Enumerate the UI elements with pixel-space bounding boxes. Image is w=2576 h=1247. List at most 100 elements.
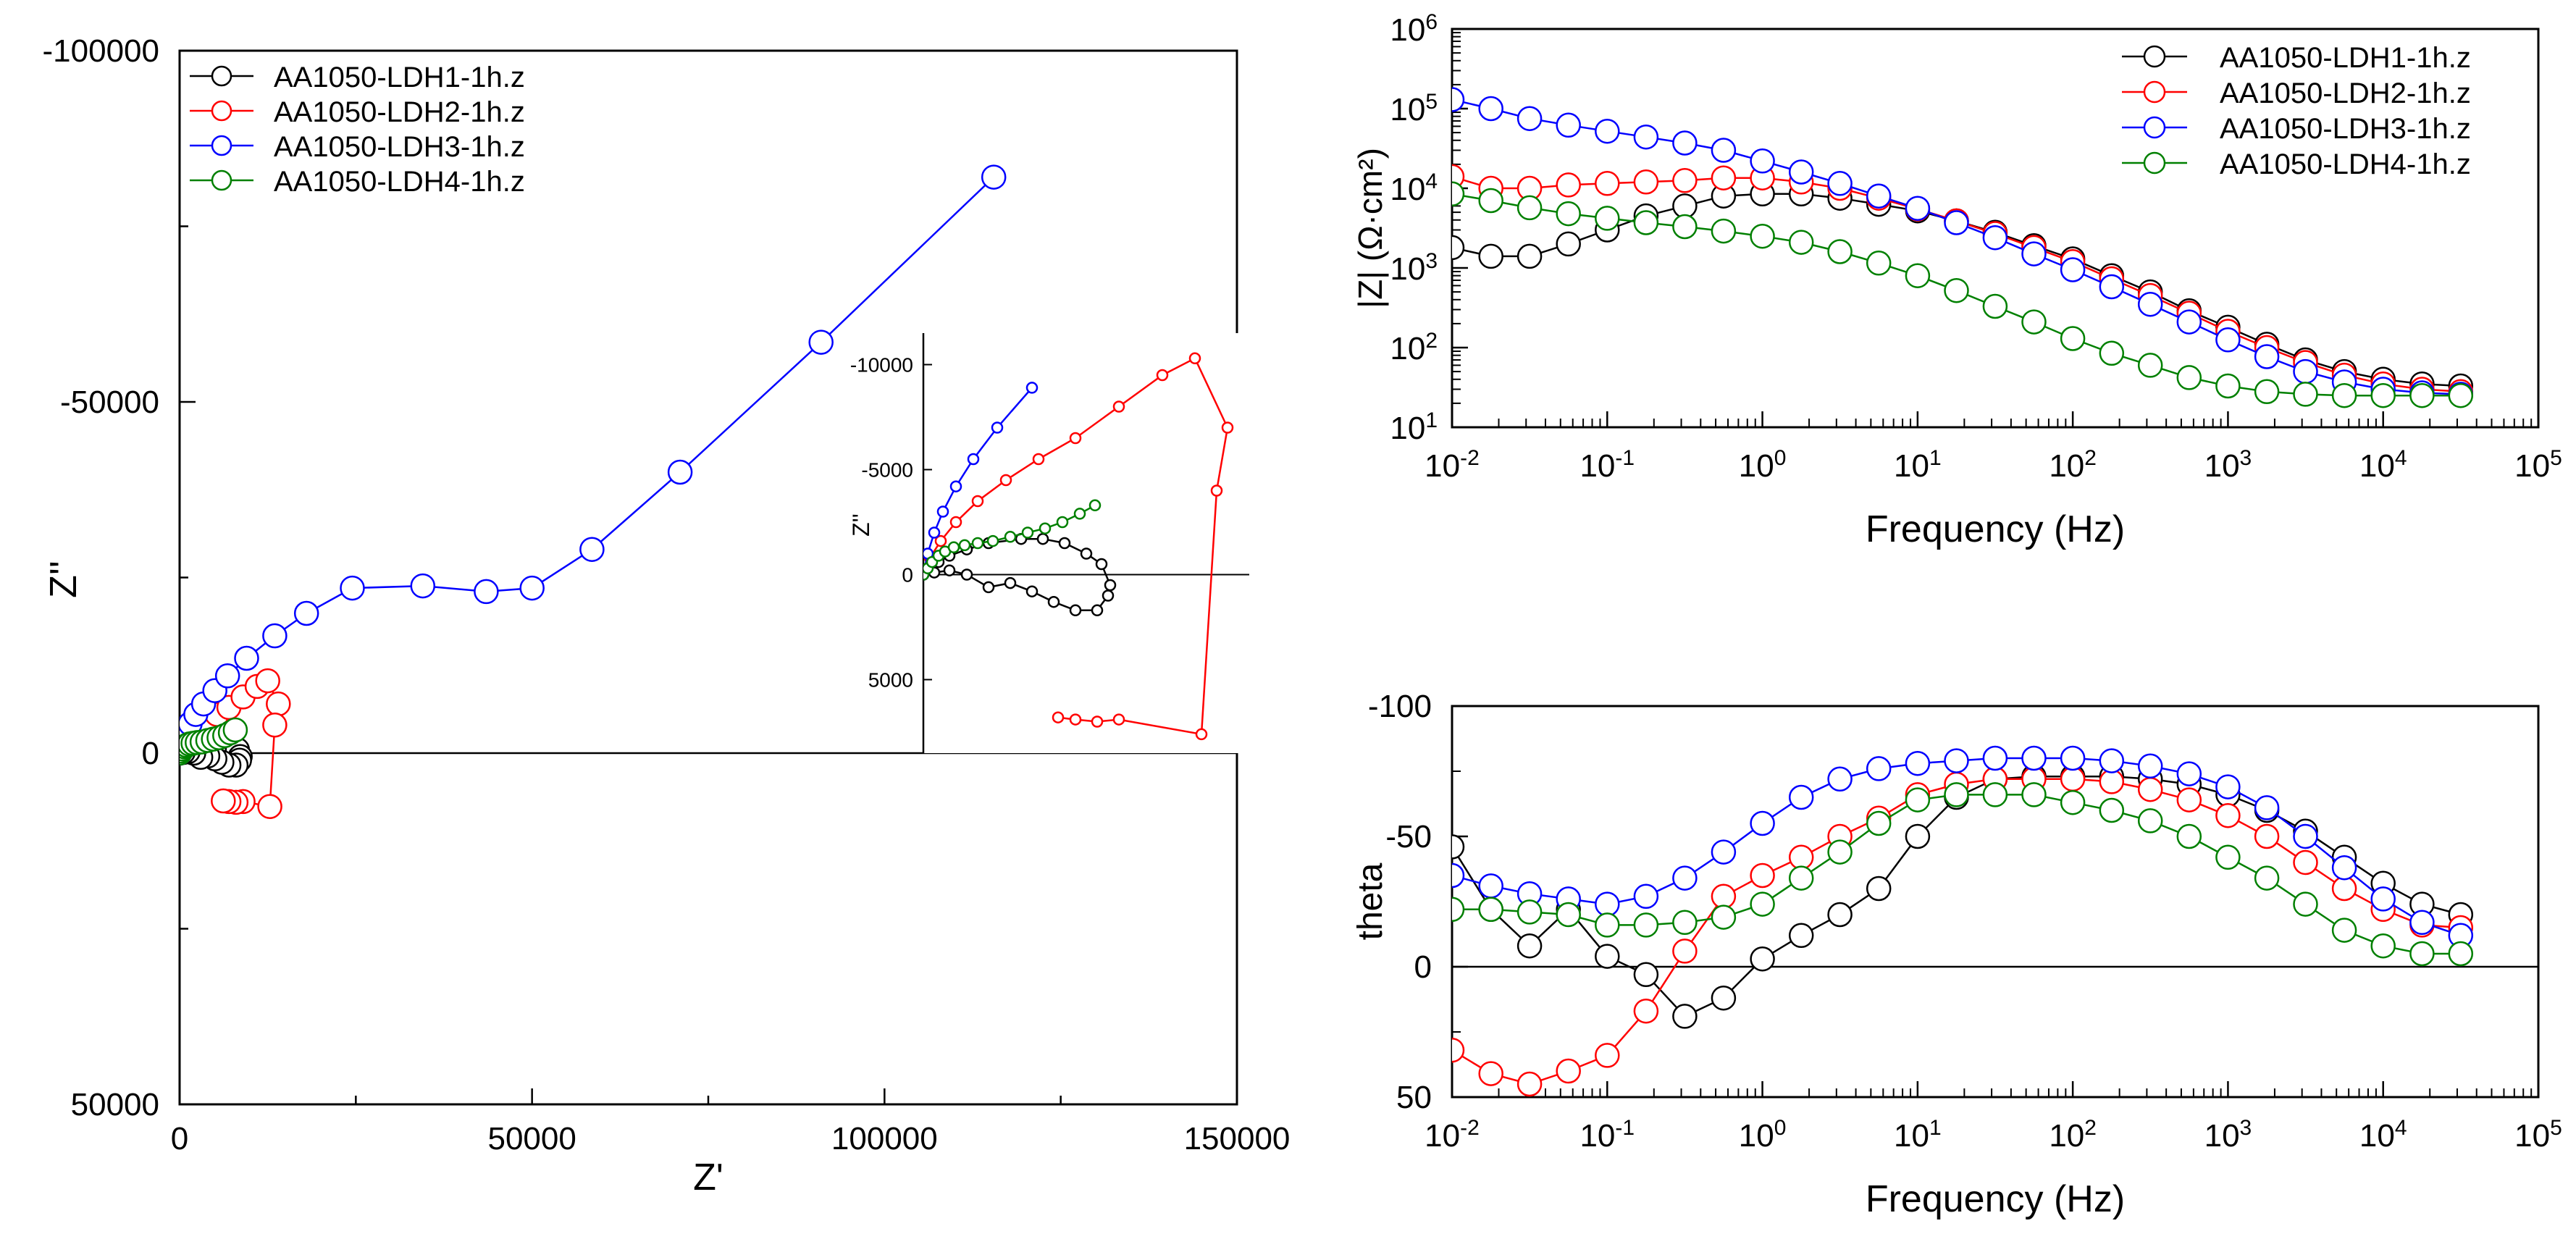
legend-marker-ldh1 — [211, 65, 232, 87]
magnitude-point — [1595, 206, 1620, 231]
magnitude-point — [1478, 96, 1503, 122]
magnitude-x-tick-label: 105 — [2514, 446, 2562, 484]
magnitude-point — [1452, 235, 1465, 261]
nyquist-point — [257, 794, 282, 819]
magnitude-point — [1672, 130, 1698, 156]
magnitude-point — [1452, 181, 1465, 207]
nyquist-y-label: Z'' — [43, 560, 85, 598]
phase-point — [1595, 1043, 1620, 1068]
phase-point — [1827, 902, 1853, 928]
magnitude-point — [1750, 223, 1775, 249]
inset-point — [1102, 589, 1115, 602]
inset-series — [923, 352, 1249, 741]
magnitude-legend: AA1050-LDH1-1h.z AA1050-LDH2-1h.z AA1050… — [2122, 42, 2471, 180]
magnitude-point — [2137, 353, 2163, 378]
phase-x-tick-label: 100 — [1739, 1116, 1787, 1154]
magnitude-point — [1556, 172, 1581, 198]
inset-point — [1095, 558, 1108, 571]
magnitude-point — [1556, 112, 1581, 138]
magnitude-point — [2099, 274, 2125, 300]
nyquist-legend-item-ldh3: AA1050-LDH3-1h.z — [190, 131, 525, 163]
inset-point — [991, 421, 1004, 434]
phase-point — [2409, 941, 2435, 967]
inset-point — [1195, 728, 1208, 741]
inset-point — [934, 534, 947, 547]
inset-point — [1025, 585, 1039, 597]
phase-point — [1982, 745, 2008, 771]
phase-point — [1750, 946, 1775, 972]
inset-series-aa1050-ldh2-1h-z — [923, 352, 1234, 741]
magnitude-point — [1516, 106, 1543, 131]
magnitude-x-tick-label: 104 — [2359, 446, 2407, 484]
inset-point — [1112, 400, 1125, 413]
inset-point — [1112, 713, 1125, 726]
nyquist-y-tick-label: -100000 — [43, 33, 159, 69]
inset-point — [1069, 713, 1082, 726]
nyquist-x-tick-label: 100000 — [831, 1121, 938, 1156]
phase-point — [1982, 782, 2008, 807]
magnitude-point — [1866, 251, 1892, 276]
magnitude-point — [2331, 382, 2357, 408]
magnitude-x-ticks: 10-2 10-1 100 101 102 103 104 105 — [1425, 411, 2562, 484]
inset-point — [1069, 604, 1082, 617]
inset-point — [1039, 522, 1052, 534]
phase-point — [1672, 910, 1698, 936]
inset-y-tick-label: 5000 — [868, 669, 913, 692]
inset-point — [943, 564, 956, 576]
phase-x-tick-label: 105 — [2514, 1116, 2562, 1154]
phase-point — [2060, 745, 2086, 771]
phase-point — [2331, 876, 2357, 902]
legend-label-ldh1: AA1050-LDH1-1h.z — [274, 62, 525, 93]
magnitude-x-tick-label: 102 — [2049, 446, 2097, 484]
magnitude-point — [2409, 382, 2435, 408]
bode-phase-chart: 10-2 10-1 100 101 102 103 104 105 -100 -50 0 50 Fr… — [1351, 689, 2562, 1220]
phase-point — [2021, 745, 2047, 771]
nyquist-y-tick-label: 50000 — [71, 1087, 159, 1122]
magnitude-x-tick-label: 100 — [1739, 446, 1787, 484]
phase-point — [1516, 933, 1543, 959]
inset-y-tick-label: 0 — [902, 564, 913, 587]
nyquist-y-tick-label: -50000 — [60, 385, 159, 420]
phase-point — [2099, 748, 2125, 773]
magnitude-y-tick-label: 105 — [1390, 90, 1438, 128]
phase-point — [1711, 883, 1737, 910]
magnitude-y-tick-label: 106 — [1390, 10, 1438, 49]
phase-point — [1750, 810, 1775, 836]
inset-point — [967, 453, 980, 466]
magnitude-point — [2215, 373, 2241, 399]
phase-x-tick-label: 10-1 — [1579, 1116, 1635, 1154]
phase-point — [1866, 810, 1892, 836]
phase-point — [1944, 748, 1969, 773]
phase-point — [1595, 944, 1620, 969]
phase-point — [1672, 865, 1698, 891]
phase-point — [2409, 910, 2435, 936]
legend-marker-ldh4 — [211, 169, 232, 191]
inset-point — [1088, 499, 1102, 512]
phase-point — [2293, 823, 2318, 849]
phase-point — [1905, 787, 1931, 813]
nyquist-series — [180, 164, 1237, 819]
mag-legend-marker-ldh2 — [2143, 80, 2166, 104]
nyquist-point — [214, 663, 240, 689]
nyquist-x-label: Z' — [693, 1156, 723, 1198]
inset-point — [982, 581, 995, 594]
magnitude-x-tick-label: 10-1 — [1579, 446, 1635, 484]
phase-series-aa1050-ldh4-1h-z — [1452, 782, 2474, 967]
magnitude-point — [1711, 165, 1737, 190]
magnitude-point — [2021, 309, 2047, 335]
magnitude-point — [2137, 291, 2163, 317]
magnitude-point — [2370, 382, 2396, 408]
nyquist-y-tick-label: 0 — [142, 736, 159, 771]
nyquist-x-tick-label: 0 — [171, 1121, 188, 1156]
nyquist-legend-item-ldh2: AA1050-LDH2-1h.z — [190, 96, 525, 128]
inset-y-tick-label: -10000 — [850, 354, 913, 377]
magnitude-point — [2099, 340, 2125, 366]
phase-point — [1516, 899, 1543, 925]
magnitude-series — [1452, 87, 2474, 408]
nyquist-x-tick-label: 50000 — [487, 1121, 576, 1156]
inset-point — [1104, 579, 1117, 592]
mag-legend-marker-ldh1 — [2143, 45, 2166, 68]
magnitude-x-label: Frequency (Hz) — [1866, 508, 2125, 550]
phase-point — [2137, 753, 2163, 779]
inset-point — [1052, 711, 1065, 723]
